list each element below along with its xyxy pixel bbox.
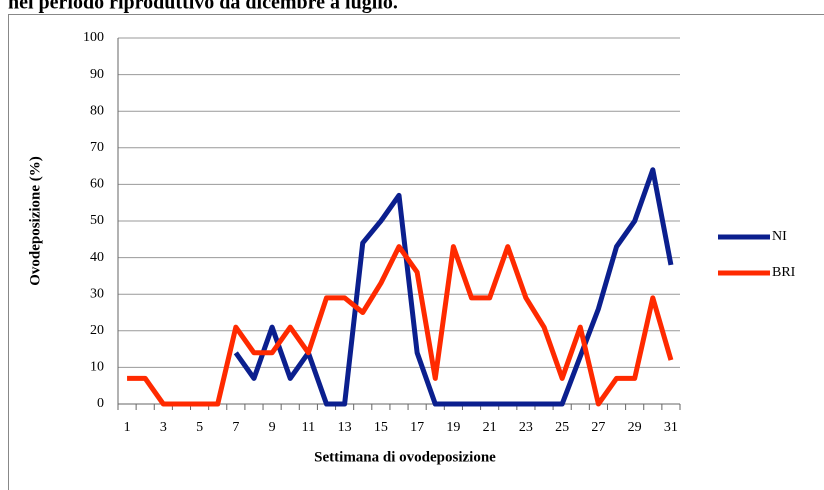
x-tick-label: 27 [591, 420, 605, 435]
x-tick-label: 13 [338, 420, 352, 435]
x-tick-label: 31 [664, 420, 678, 435]
x-tick-label: 3 [160, 420, 167, 435]
y-tick-label: 60 [90, 177, 104, 192]
y-tick-label: 80 [90, 103, 104, 118]
x-tick-label: 21 [483, 420, 497, 435]
x-tick-label: 11 [302, 420, 315, 435]
y-tick-label: 70 [90, 140, 104, 155]
x-tick-label: 25 [555, 420, 569, 435]
x-tick-label: 5 [196, 420, 203, 435]
y-tick-label: 100 [83, 30, 104, 45]
series-line [127, 244, 674, 407]
x-tick-label: 29 [628, 420, 642, 435]
y-tick-label: 30 [90, 286, 104, 301]
x-tick-label: 15 [374, 420, 388, 435]
x-tick-label: 7 [232, 420, 239, 435]
x-tick-label: 9 [269, 420, 276, 435]
series-line [233, 167, 674, 407]
chart-frame [8, 14, 824, 490]
y-tick-label: 0 [97, 396, 104, 411]
x-tick-label: 23 [519, 420, 533, 435]
y-tick-label: 10 [90, 360, 104, 375]
x-tick-label: 1 [124, 420, 131, 435]
y-tick-label: 40 [90, 250, 104, 265]
x-tick-label: 19 [446, 420, 460, 435]
y-tick-label: 20 [90, 323, 104, 338]
legend-label: BRI [772, 265, 796, 280]
chart-title: nel periodo riproduttivo da dicembre a l… [8, 0, 398, 14]
x-tick-label: 17 [410, 420, 424, 435]
y-tick-label: 90 [90, 67, 104, 82]
y-axis-label: Ovodeposizione (%) [27, 156, 43, 286]
x-axis-label: Settimana di ovodeposizione [314, 449, 496, 465]
y-tick-label: 50 [90, 213, 104, 228]
legend-label: NI [772, 229, 787, 244]
